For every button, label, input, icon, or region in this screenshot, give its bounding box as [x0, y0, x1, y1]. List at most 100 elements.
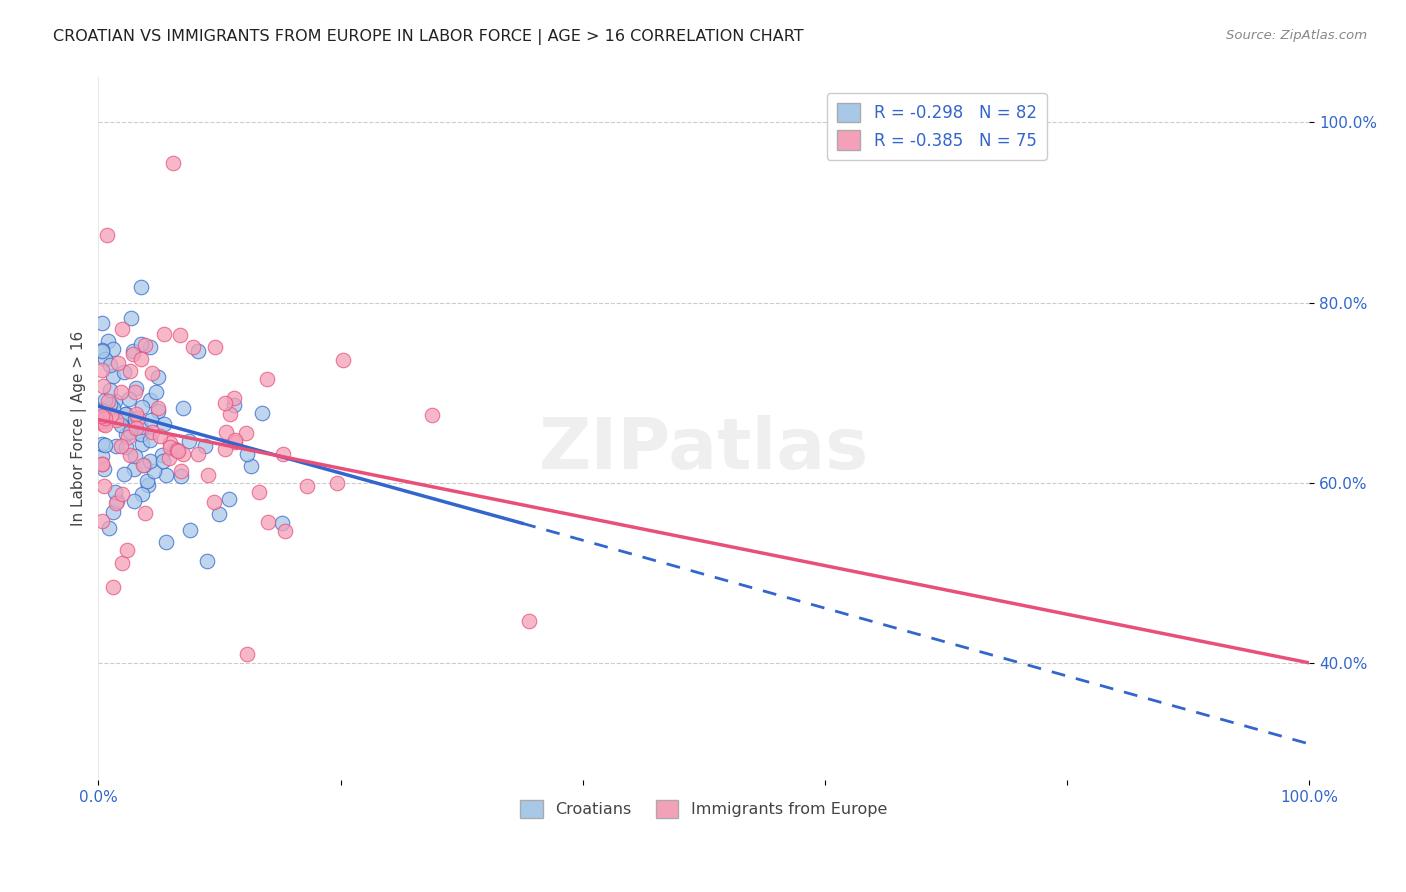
- Point: [91, 436, 114, 450]
- Point: [179, 523, 201, 537]
- Point: [121, 344, 143, 359]
- Point: [93, 417, 115, 432]
- Point: [110, 439, 132, 453]
- Point: [101, 342, 124, 356]
- Point: [222, 391, 245, 405]
- Point: [170, 464, 193, 478]
- Point: [111, 322, 134, 336]
- Point: [172, 447, 194, 461]
- Point: [218, 492, 240, 507]
- Point: [118, 448, 141, 462]
- Point: [326, 476, 349, 491]
- Point: [194, 439, 217, 453]
- Point: [91, 401, 114, 416]
- Point: [134, 506, 156, 520]
- Point: [110, 417, 132, 432]
- Point: [235, 648, 257, 662]
- Point: [91, 514, 114, 528]
- Point: [117, 430, 139, 444]
- Point: [214, 442, 236, 457]
- Point: [91, 457, 114, 471]
- Point: [114, 407, 136, 421]
- Point: [91, 412, 114, 426]
- Text: ZIPatlas: ZIPatlas: [538, 416, 869, 484]
- Point: [208, 508, 231, 522]
- Point: [122, 494, 145, 508]
- Point: [120, 311, 142, 326]
- Point: [127, 410, 149, 425]
- Point: [420, 409, 443, 423]
- Point: [159, 435, 181, 450]
- Point: [236, 447, 259, 461]
- Point: [91, 417, 114, 431]
- Point: [97, 334, 120, 348]
- Point: [104, 484, 127, 499]
- Point: [118, 425, 141, 440]
- Point: [146, 370, 169, 384]
- Point: [131, 400, 153, 414]
- Point: [107, 356, 129, 370]
- Point: [169, 328, 191, 343]
- Point: [91, 404, 114, 418]
- Text: CROATIAN VS IMMIGRANTS FROM EUROPE IN LABOR FORCE | AGE > 16 CORRELATION CHART: CROATIAN VS IMMIGRANTS FROM EUROPE IN LA…: [53, 29, 804, 45]
- Point: [139, 433, 162, 447]
- Point: [124, 412, 146, 426]
- Point: [159, 440, 181, 454]
- Point: [166, 442, 188, 457]
- Point: [91, 449, 114, 463]
- Point: [256, 515, 278, 529]
- Point: [202, 495, 225, 509]
- Point: [103, 369, 125, 384]
- Point: [101, 581, 124, 595]
- Point: [129, 426, 152, 441]
- Point: [91, 414, 114, 428]
- Point: [131, 487, 153, 501]
- Point: [150, 449, 173, 463]
- Point: [256, 372, 278, 386]
- Point: [91, 362, 114, 376]
- Point: [204, 340, 226, 354]
- Point: [153, 326, 176, 341]
- Point: [517, 614, 540, 628]
- Point: [100, 397, 122, 411]
- Point: [100, 409, 122, 423]
- Point: [124, 449, 146, 463]
- Point: [153, 417, 176, 431]
- Point: [239, 459, 262, 474]
- Point: [122, 461, 145, 475]
- Point: [98, 521, 121, 535]
- Point: [105, 496, 128, 510]
- Point: [186, 344, 208, 359]
- Point: [295, 479, 318, 493]
- Point: [97, 393, 120, 408]
- Point: [170, 469, 193, 483]
- Point: [224, 433, 246, 447]
- Point: [129, 337, 152, 351]
- Point: [93, 479, 115, 493]
- Point: [146, 403, 169, 417]
- Point: [155, 468, 177, 483]
- Point: [197, 468, 219, 483]
- Point: [129, 420, 152, 434]
- Point: [136, 475, 159, 489]
- Point: [247, 485, 270, 500]
- Point: [91, 405, 114, 419]
- Point: [179, 434, 201, 448]
- Point: [110, 556, 132, 570]
- Point: [167, 443, 190, 458]
- Point: [115, 408, 138, 422]
- Point: [104, 438, 127, 452]
- Point: [271, 516, 294, 531]
- Point: [105, 494, 128, 508]
- Point: [187, 446, 209, 460]
- Point: [162, 156, 184, 170]
- Point: [136, 478, 159, 492]
- Point: [91, 378, 114, 392]
- Point: [94, 351, 117, 366]
- Point: [139, 393, 162, 408]
- Point: [214, 396, 236, 410]
- Point: [124, 385, 146, 400]
- Point: [149, 429, 172, 443]
- Point: [157, 451, 180, 466]
- Point: [152, 454, 174, 468]
